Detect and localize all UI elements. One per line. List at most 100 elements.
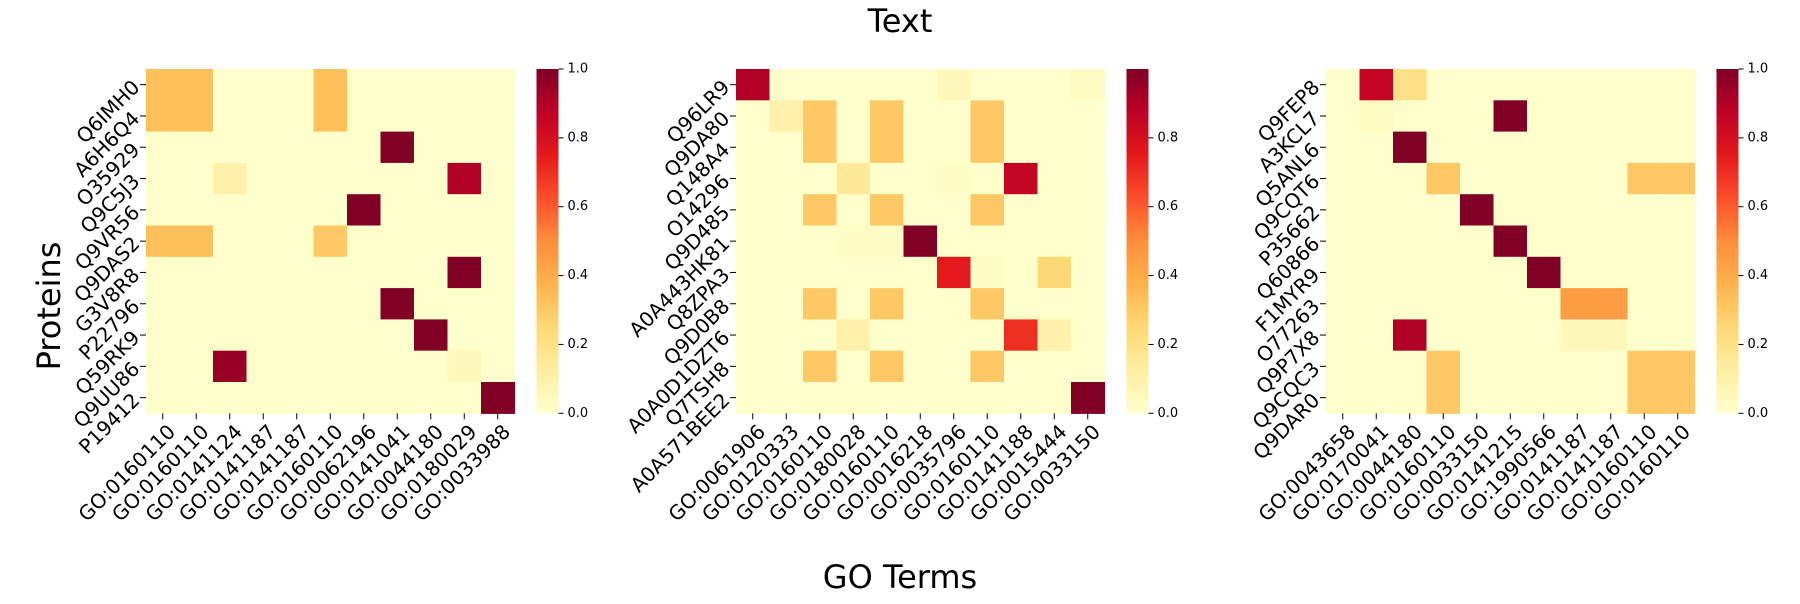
heatmap-cell bbox=[1527, 319, 1562, 352]
heatmap-cell bbox=[1460, 382, 1495, 414]
heatmap-cell bbox=[1037, 350, 1072, 383]
heatmap-cell bbox=[1594, 225, 1629, 258]
heatmap-cell bbox=[1560, 162, 1595, 195]
heatmap-cell bbox=[1004, 69, 1039, 101]
heatmap-cell bbox=[380, 100, 415, 133]
figure-ylabel: Proteins bbox=[30, 242, 68, 371]
heatmap-cell bbox=[1393, 69, 1428, 101]
heatmap-cell bbox=[1661, 350, 1696, 383]
heatmap-cell bbox=[1004, 382, 1039, 414]
colorbar-label: 0.0 bbox=[1158, 406, 1179, 421]
heatmap-cell bbox=[1004, 288, 1039, 320]
heatmap-cell bbox=[1493, 225, 1528, 258]
heatmap-cell bbox=[380, 69, 415, 101]
heatmap-cell bbox=[1393, 225, 1428, 258]
heatmap-cell bbox=[1661, 162, 1696, 195]
colorbar-label: 0.2 bbox=[568, 337, 589, 352]
heatmap-cell bbox=[246, 100, 281, 133]
heatmap-cell bbox=[970, 225, 1005, 258]
heatmap-cell bbox=[937, 350, 972, 383]
heatmap-cell bbox=[1493, 194, 1528, 227]
heatmap-cell bbox=[1627, 131, 1662, 164]
heatmap-cell bbox=[1359, 225, 1394, 258]
heatmap-cell bbox=[1493, 69, 1528, 101]
heatmap-cell bbox=[246, 288, 281, 320]
heatmap-cell bbox=[870, 69, 905, 101]
heatmap-cell bbox=[347, 225, 382, 258]
heatmap-cell bbox=[1627, 350, 1662, 383]
heatmap-cell bbox=[736, 288, 771, 320]
heatmap-cell bbox=[146, 131, 181, 164]
heatmap-cell bbox=[1594, 162, 1629, 195]
heatmap-cell bbox=[1594, 131, 1629, 164]
heatmap-cell bbox=[1359, 194, 1394, 227]
heatmap-cell bbox=[836, 382, 871, 414]
heatmap-cell bbox=[213, 100, 248, 133]
heatmap-cell bbox=[146, 382, 181, 414]
colorbar-label: 0.8 bbox=[568, 130, 589, 145]
heatmap-cell bbox=[246, 256, 281, 289]
heatmap-cell bbox=[1393, 319, 1428, 352]
heatmap-cell bbox=[246, 162, 281, 195]
heatmap-cell bbox=[1004, 100, 1039, 133]
heatmap-cell bbox=[903, 162, 938, 195]
heatmap-cell bbox=[380, 382, 415, 414]
heatmap-cell bbox=[280, 100, 315, 133]
heatmap-cell bbox=[213, 382, 248, 414]
heatmap-cell bbox=[1326, 382, 1361, 414]
heatmap-cell bbox=[1326, 131, 1361, 164]
heatmap-cell bbox=[1493, 131, 1528, 164]
heatmap-cell bbox=[937, 131, 972, 164]
heatmap-cell bbox=[970, 256, 1005, 289]
heatmap-cell bbox=[1627, 256, 1662, 289]
heatmap-panel-3: Q9FEP8A3KCL7Q5ANL6Q9CQT6P35662Q60866F1MY… bbox=[1247, 62, 1768, 527]
heatmap-cell bbox=[1004, 162, 1039, 195]
heatmap-cell bbox=[937, 288, 972, 320]
heatmap-cell bbox=[1426, 69, 1461, 101]
heatmap-cell bbox=[1627, 100, 1662, 133]
heatmap-cell bbox=[1071, 69, 1106, 101]
heatmap-cell bbox=[146, 256, 181, 289]
heatmap-cell bbox=[1037, 256, 1072, 289]
heatmap-cell bbox=[280, 382, 315, 414]
colorbar-label: 0.8 bbox=[1158, 130, 1179, 145]
heatmap-cell bbox=[213, 256, 248, 289]
colorbar-label: 0.0 bbox=[1748, 406, 1769, 421]
heatmap-cell bbox=[481, 162, 516, 195]
heatmap-cell bbox=[1460, 162, 1495, 195]
heatmap-cell bbox=[1071, 319, 1106, 352]
heatmap-cell bbox=[970, 69, 1005, 101]
heatmap-cell bbox=[1594, 350, 1629, 383]
heatmap-cell bbox=[736, 162, 771, 195]
heatmap-cell bbox=[1004, 350, 1039, 383]
heatmap-cell bbox=[313, 131, 348, 164]
heatmap-cell bbox=[1594, 256, 1629, 289]
heatmap-cell bbox=[870, 256, 905, 289]
colorbar-label: 0.4 bbox=[568, 268, 589, 283]
heatmap-cell bbox=[870, 194, 905, 227]
heatmap-cell bbox=[903, 100, 938, 133]
heatmap-cell bbox=[1393, 100, 1428, 133]
heatmap-cell bbox=[803, 319, 838, 352]
heatmap-cell bbox=[1393, 131, 1428, 164]
heatmap-cell bbox=[179, 194, 214, 227]
heatmap-cell bbox=[1460, 288, 1495, 320]
heatmap-cell bbox=[1071, 382, 1106, 414]
heatmap-panel-2: Q96LR9Q9DA80Q148A4O14296Q9D485A0A443HK81… bbox=[622, 69, 1178, 526]
heatmap-cell bbox=[1493, 319, 1528, 352]
heatmap-cell bbox=[1594, 194, 1629, 227]
heatmap-cell bbox=[213, 162, 248, 195]
heatmap-cell bbox=[1527, 225, 1562, 258]
colorbar-label: 1.0 bbox=[568, 62, 589, 77]
heatmap-cell bbox=[1627, 225, 1662, 258]
heatmap-cell bbox=[246, 319, 281, 352]
heatmap-cell bbox=[447, 256, 482, 289]
heatmap-cell bbox=[769, 288, 804, 320]
heatmap-cell bbox=[1460, 350, 1495, 383]
heatmap-cell bbox=[380, 194, 415, 227]
colorbar bbox=[1716, 69, 1739, 414]
heatmap-cell bbox=[414, 319, 449, 352]
heatmap-cell bbox=[1493, 382, 1528, 414]
heatmap-cell bbox=[1326, 288, 1361, 320]
heatmap-cell bbox=[246, 350, 281, 383]
